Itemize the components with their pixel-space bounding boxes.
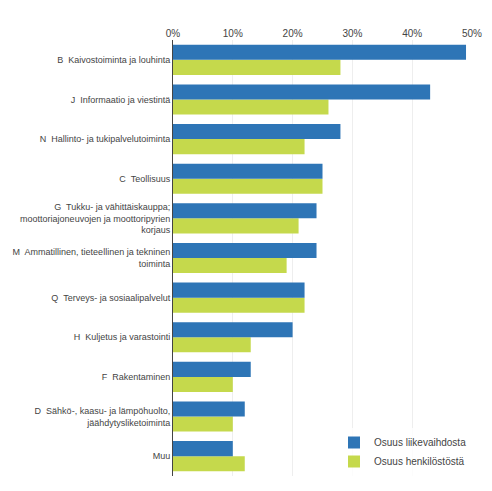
svg-text:B Kaivostoiminta ja louhinta: B Kaivostoiminta ja louhinta [57,55,170,65]
svg-text:M Ammatillinen, tieteellinen: M Ammatillinen, tieteellinen ja tekninen… [13,247,171,269]
svg-text:C Teollisuus: C Teollisuus [119,174,170,184]
svg-text:40%: 40% [402,28,422,39]
svg-text:Osuus henkilöstöstä: Osuus henkilöstöstä [374,456,464,467]
svg-text:J Informaatio ja viestintä: J Informaatio ja viestintä [71,95,171,105]
svg-text:50%: 50% [462,28,482,39]
svg-text:20%: 20% [283,28,303,39]
svg-text:10%: 10% [223,28,243,39]
svg-text:Q Terveys- ja sosiaalipalvelu: Q Terveys- ja sosiaalipalvelut [51,293,170,303]
svg-text:Osuus liikevaihdosta: Osuus liikevaihdosta [374,437,466,448]
svg-text:G Tukku- ja vähittäiskauppa;: G Tukku- ja vähittäiskauppa; moottoriajo… [10,202,171,235]
svg-text:F Rakentaminen: F Rakentaminen [102,372,171,382]
svg-text:H Kuljetus ja varastointi: H Kuljetus ja varastointi [74,332,171,342]
svg-text:30%: 30% [342,28,362,39]
svg-text:0%: 0% [166,28,181,39]
svg-text:Muu: Muu [153,451,171,461]
svg-text:D Sähkö-, kaasu- ja lämpöhuol: D Sähkö-, kaasu- ja lämpöhuolto, jäähdyt… [35,406,171,428]
svg-text:N Hallinto- ja tukipalvelutoi: N Hallinto- ja tukipalvelutoiminta [40,134,171,144]
